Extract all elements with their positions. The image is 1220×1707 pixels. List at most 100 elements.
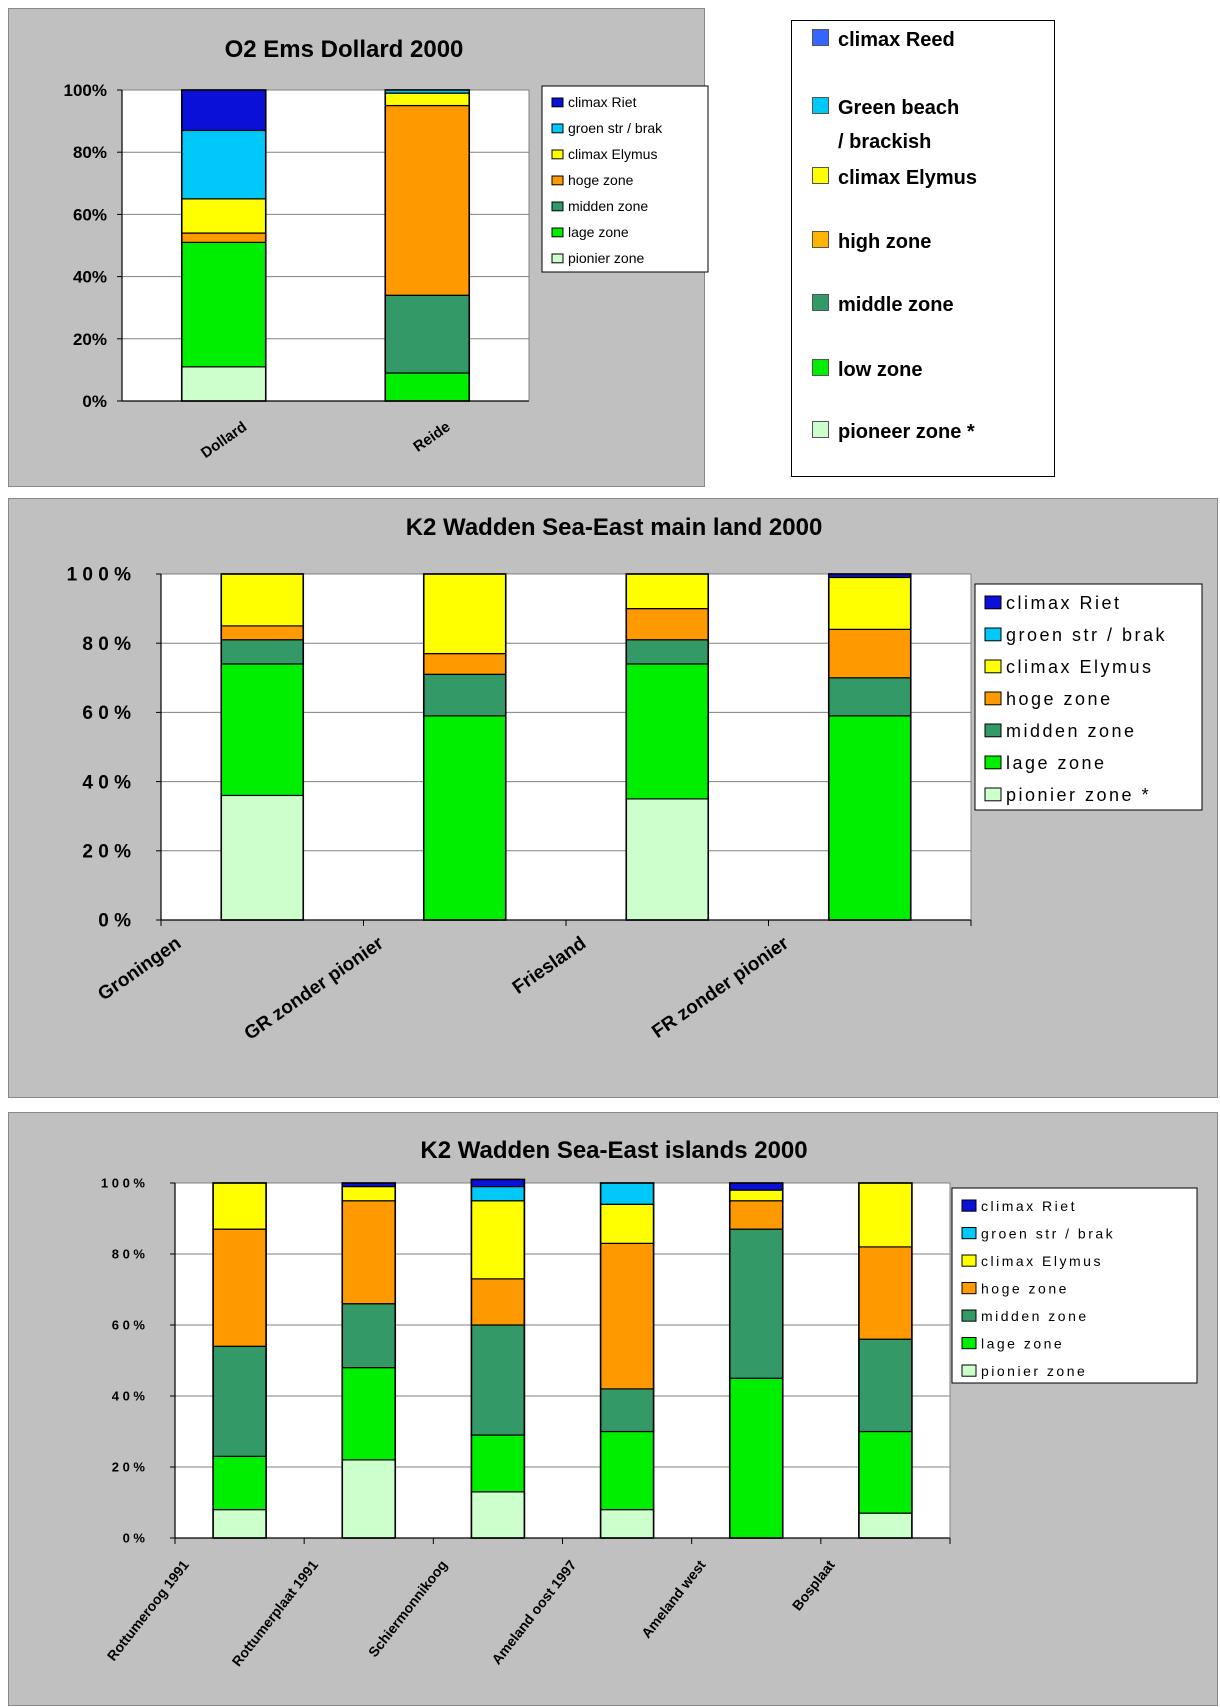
bar-dollard-pionier-zone [181, 366, 267, 402]
legend-swatch-climax-riet [961, 1199, 977, 1212]
key-label: high zone [838, 231, 932, 253]
bar-gr-zonder-pionier-lage-zone [423, 715, 507, 921]
legend-box [951, 1187, 1198, 1384]
chart-islands: K2 Wadden Sea-East islands 2000 0 % 2 0 % 4… [101, 1137, 1198, 1669]
bar-schiermonnikoog-climax-elymus [470, 1200, 526, 1280]
key-label: pioneer zone * [838, 421, 975, 443]
bar-outline-dollard [180, 89, 267, 402]
y-tick-label: 8 0 % [112, 1247, 146, 1262]
bar-ameland-oost-1997-lage-zone [599, 1430, 655, 1511]
category-label-ameland-oost-1997: Ameland oost 1997 [488, 1557, 579, 1668]
bar-outline-groningen [220, 573, 305, 921]
key-swatch-middle-zone [812, 294, 829, 311]
bar-schiermonnikoog-pionier-zone [470, 1491, 526, 1539]
bar-bosplaat-lage-zone [858, 1430, 913, 1514]
y-tick-label: 8 0 % [82, 634, 131, 655]
key-swatch-high-zone [812, 231, 829, 248]
bar-rottumeroog-1991-hoge-zone [212, 1228, 267, 1347]
category-label-dollard: Dollard [198, 418, 250, 462]
legend-label-groen-str-brak: groen str / brak [981, 1226, 1115, 1242]
legend-label-lage-zone: lage zone [1006, 753, 1107, 773]
bar-schiermonnikoog-lage-zone [470, 1434, 526, 1493]
legend-swatch-hoge-zone [984, 691, 1002, 706]
legend-swatch-midden-zone [984, 723, 1002, 738]
category-label-fr-zonder-pionier: FR zonder pionier [648, 933, 793, 1043]
bar-ameland-oost-1997-groen-str-brak [599, 1182, 655, 1205]
legend-label-lage-zone: lage zone [981, 1336, 1064, 1352]
legend-swatch-groen-str-brak [551, 123, 564, 134]
legend-swatch-pionier-zone [551, 253, 564, 264]
category-label-schiermonnikoog: Schiermonnikoog [365, 1557, 450, 1660]
key-swatch-green-beach-brackish [812, 97, 829, 114]
bar-outline-rottumerplaat-1991 [341, 1182, 397, 1539]
y-tick-label: 6 0 % [82, 703, 131, 724]
bar-ameland-west-climax-riet [729, 1182, 784, 1191]
bar-reide-hoge-zone [384, 104, 470, 296]
bar-rottumerplaat-1991-lage-zone [341, 1367, 396, 1461]
bar-dollard-climax-elymus [181, 198, 267, 234]
legend-swatch-midden-zone [551, 201, 564, 212]
legend-label-hoge-zone: hoge zone [1006, 689, 1113, 709]
bar-groningen-climax-elymus [220, 573, 304, 627]
bar-ameland-oost-1997-pionier-zone [599, 1509, 655, 1539]
category-label-groningen: Groningen [94, 933, 185, 1005]
bar-bosplaat-midden-zone [858, 1338, 913, 1433]
category-label-reide: Reide [410, 418, 453, 455]
legend-swatch-midden-zone [961, 1309, 977, 1322]
plot-area [175, 1183, 950, 1538]
legend-swatch-climax-elymus [961, 1254, 977, 1267]
legend-label-climax-elymus: climax Elymus [981, 1253, 1103, 1269]
bar-outline-gr-zonder-pionier [422, 573, 507, 921]
bar-rottumerplaat-1991-climax-elymus [341, 1185, 396, 1202]
bar-friesland-hoge-zone [625, 607, 709, 641]
bar-outline-bosplaat [858, 1182, 913, 1539]
bar-schiermonnikoog-groen-str-brak [470, 1185, 526, 1202]
legend-label-midden-zone: midden zone [568, 198, 648, 214]
legend-label-climax-riet: climax Riet [1006, 593, 1122, 613]
y-tick-label: 1 0 0 % [67, 565, 132, 586]
bar-ameland-oost-1997-climax-elymus [599, 1203, 655, 1244]
key-label: climax Reed [838, 29, 955, 51]
bar-ameland-west-midden-zone [729, 1228, 784, 1379]
bar-fr-zonder-pionier-climax-elymus [828, 576, 912, 630]
bar-outline-rottumeroog-1991 [212, 1182, 267, 1539]
y-tick-label: 4 0 % [82, 772, 131, 793]
y-tick-label: 1 0 0 % [101, 1176, 146, 1191]
bar-schiermonnikoog-midden-zone [470, 1324, 526, 1436]
y-tick-label: 60% [73, 205, 107, 224]
legend-label-groen-str-brak: groen str / brak [568, 120, 663, 136]
legend-box [974, 583, 1203, 811]
y-tick-label: 40% [73, 268, 107, 287]
legend-label-pionier-zone: pionier zone * [1006, 785, 1151, 805]
bar-rottumerplaat-1991-midden-zone [341, 1303, 396, 1369]
y-tick-label: 6 0 % [112, 1318, 146, 1333]
legend-swatch-pionier-zone [984, 787, 1002, 802]
key-swatch-low-zone [812, 359, 829, 376]
legend-swatch-lage-zone [961, 1337, 977, 1350]
bar-rottumeroog-1991-midden-zone [212, 1345, 267, 1457]
chart-title: K2 Wadden Sea-East islands 2000 [420, 1137, 807, 1164]
bar-ameland-west-hoge-zone [729, 1200, 784, 1230]
legend-label-climax-riet: climax Riet [568, 94, 637, 110]
bar-groningen-midden-zone [220, 639, 304, 665]
bar-gr-zonder-pionier-hoge-zone [423, 652, 507, 675]
bar-groningen-pionier-zone [220, 794, 304, 921]
legend-label-midden-zone: midden zone [1006, 721, 1137, 741]
bar-outline-fr-zonder-pionier [827, 573, 912, 921]
legend-label-climax-elymus: climax Elymus [1006, 657, 1154, 677]
category-label-rottumeroog-1991: Rottumeroog 1991 [104, 1557, 192, 1664]
y-tick-label: 100% [64, 81, 107, 100]
bar-ameland-oost-1997-midden-zone [599, 1388, 655, 1433]
bar-rottumerplaat-1991-hoge-zone [341, 1200, 396, 1305]
legend-label-climax-elymus: climax Elymus [568, 146, 657, 162]
legend-label-pionier-zone: pionier zone [568, 250, 644, 266]
chart-panel-mainland: K2 Wadden Sea-East main land 2000 0 % 2 0 … [8, 498, 1218, 1098]
bar-fr-zonder-pionier-hoge-zone [828, 628, 912, 679]
bar-schiermonnikoog-climax-riet [470, 1178, 526, 1188]
legend-label-pionier-zone: pionier zone [981, 1363, 1087, 1379]
legend-label-lage-zone: lage zone [568, 224, 629, 240]
legend-swatch-climax-riet [551, 97, 564, 108]
chart-panel-islands: K2 Wadden Sea-East islands 2000 0 % 2 0 % 4… [8, 1112, 1218, 1706]
bar-dollard-lage-zone [181, 241, 267, 368]
legend-swatch-pionier-zone [961, 1364, 977, 1377]
